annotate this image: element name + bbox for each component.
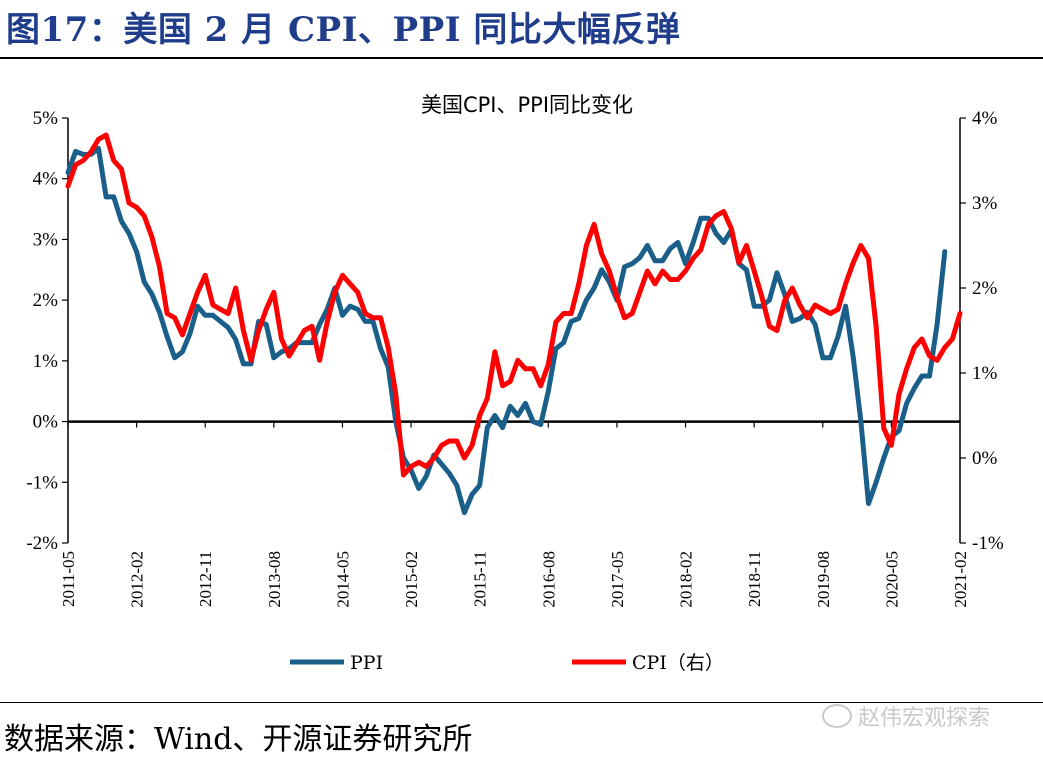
x-tick-label: 2011-05 bbox=[59, 551, 78, 607]
y-right-tick-label: -1% bbox=[972, 533, 1004, 554]
x-tick-label: 2012-11 bbox=[196, 551, 215, 607]
watermark-text: 赵伟宏观探索 bbox=[858, 706, 991, 731]
top-rule bbox=[0, 57, 1043, 59]
x-tick-label: 2018-11 bbox=[745, 551, 764, 607]
y-left-tick-label: 3% bbox=[33, 229, 59, 250]
legend-label-ppi: PPI bbox=[350, 652, 383, 674]
y-right-tick-label: 1% bbox=[972, 363, 998, 384]
source-note: 数据来源：Wind、开源证券研究所 bbox=[4, 722, 473, 757]
figure-title: 图17：美国 2 月 CPI、PPI 同比大幅反弹 bbox=[6, 10, 681, 50]
x-tick-label: 2015-02 bbox=[402, 551, 421, 608]
x-tick-label: 2012-02 bbox=[128, 551, 147, 608]
y-right-tick-label: 3% bbox=[972, 193, 998, 214]
chart: 美国CPI、PPI同比变化 -2% -1% 0% 1% 2% 3% 4% 5% -1% 0% 1% 2… bbox=[26, 93, 1004, 674]
y-left-tick-label: 4% bbox=[33, 169, 59, 190]
y-left-tick-label: 5% bbox=[33, 108, 59, 129]
y-left-tick-label: -2% bbox=[26, 533, 58, 554]
x-tick-label: 2021-02 bbox=[951, 551, 970, 608]
legend: PPI CPI（右） bbox=[290, 652, 724, 674]
ppi-series-line bbox=[65, 145, 948, 516]
x-tick-label: 2020-05 bbox=[882, 551, 901, 608]
bottom-rule bbox=[0, 702, 1043, 703]
x-tick-label: 2013-08 bbox=[265, 551, 284, 608]
y-left-tick-label: 0% bbox=[33, 412, 59, 433]
legend-label-cpi: CPI（右） bbox=[632, 652, 724, 674]
x-tick-label: 2015-11 bbox=[471, 551, 490, 607]
wechat-icon bbox=[822, 704, 852, 728]
x-tick-label: 2016-08 bbox=[539, 551, 558, 608]
chart-title: 美国CPI、PPI同比变化 bbox=[421, 93, 633, 117]
y-right-tick-label: 4% bbox=[972, 108, 998, 129]
y-left-tick-label: 1% bbox=[33, 351, 59, 372]
x-tick-label: 2018-02 bbox=[677, 551, 696, 608]
y-left-tick-label: 2% bbox=[33, 290, 59, 311]
y-right-tick-label: 2% bbox=[972, 278, 998, 299]
y-left-tick-label: -1% bbox=[26, 472, 58, 493]
x-tick-label: 2014-05 bbox=[333, 551, 352, 608]
watermark: 赵伟宏观探索 bbox=[822, 700, 990, 732]
y-right-tick-label: 0% bbox=[972, 448, 998, 469]
x-tick-label: 2019-08 bbox=[814, 551, 833, 608]
x-tick-label: 2017-05 bbox=[608, 551, 627, 608]
cpi-series-line bbox=[65, 132, 963, 478]
